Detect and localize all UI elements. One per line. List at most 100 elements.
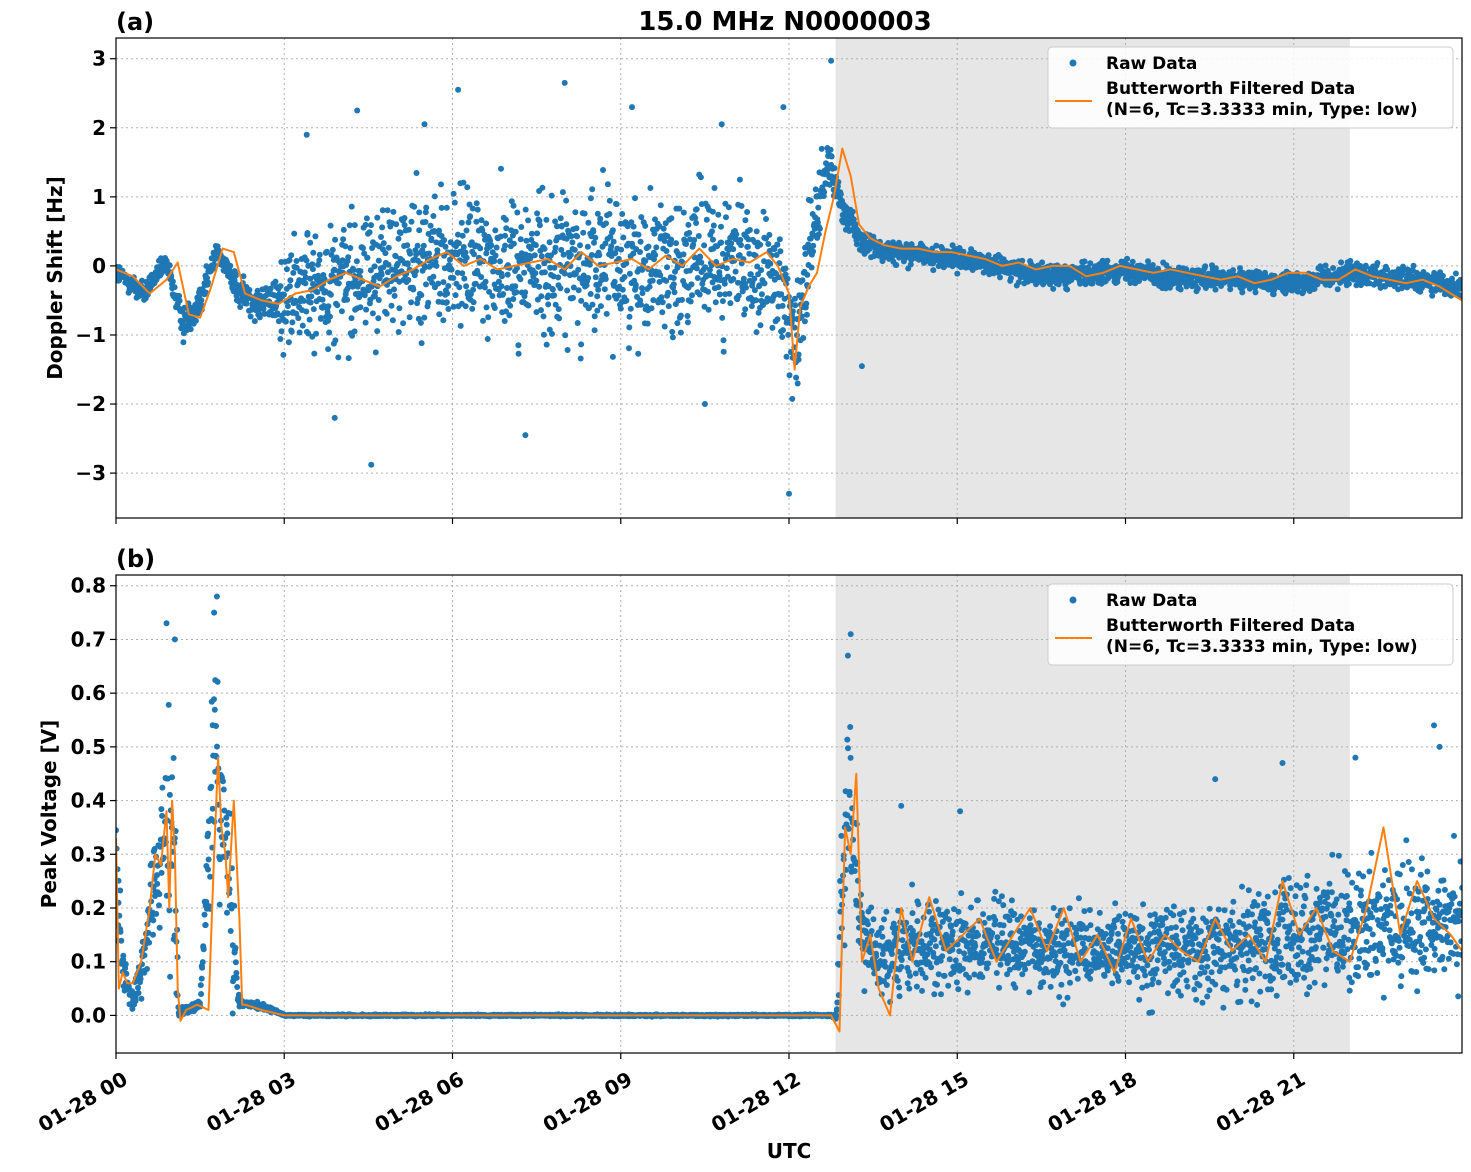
raw-data-point bbox=[166, 791, 173, 798]
raw-data-point bbox=[551, 264, 558, 271]
raw-data-point bbox=[478, 217, 485, 224]
raw-data-point bbox=[410, 286, 417, 293]
raw-data-point bbox=[440, 317, 447, 324]
raw-data-point bbox=[307, 275, 314, 282]
raw-data-point bbox=[522, 206, 529, 213]
legend-raw-label: Raw Data bbox=[1106, 54, 1197, 74]
raw-data-point bbox=[612, 250, 619, 257]
raw-data-point bbox=[618, 246, 625, 253]
raw-data-point bbox=[709, 279, 716, 286]
raw-data-point bbox=[534, 230, 541, 237]
raw-data-point bbox=[384, 207, 391, 214]
raw-data-point bbox=[673, 240, 679, 247]
raw-data-point bbox=[394, 260, 401, 267]
raw-data-point bbox=[510, 296, 517, 302]
raw-data-point bbox=[552, 218, 559, 225]
raw-data-point bbox=[197, 982, 204, 989]
raw-data-point bbox=[702, 264, 709, 271]
raw-data-point bbox=[736, 252, 743, 259]
raw-data-point bbox=[594, 210, 601, 217]
raw-data-point bbox=[281, 291, 287, 298]
raw-data-point bbox=[1064, 286, 1071, 293]
raw-data-point bbox=[718, 121, 725, 128]
raw-data-point bbox=[498, 165, 504, 172]
raw-data-point bbox=[663, 248, 670, 254]
raw-data-point bbox=[751, 275, 758, 282]
raw-data-point bbox=[118, 937, 125, 944]
raw-data-point bbox=[120, 952, 127, 959]
raw-data-point bbox=[540, 331, 547, 338]
raw-data-point bbox=[1458, 285, 1462, 292]
raw-data-point bbox=[578, 297, 585, 304]
raw-data-point bbox=[555, 306, 562, 313]
raw-data-point bbox=[375, 257, 382, 264]
raw-data-point bbox=[506, 237, 513, 244]
raw-data-point bbox=[205, 830, 212, 837]
raw-data-point bbox=[660, 225, 667, 232]
raw-data-point bbox=[595, 286, 602, 293]
raw-data-point bbox=[517, 236, 524, 243]
raw-data-point bbox=[232, 944, 239, 951]
raw-data-point bbox=[693, 206, 700, 213]
raw-data-point bbox=[766, 231, 773, 238]
raw-data-point bbox=[1294, 272, 1301, 279]
raw-data-point bbox=[554, 223, 560, 230]
raw-data-point bbox=[474, 206, 481, 213]
raw-data-point bbox=[504, 271, 511, 278]
raw-data-point bbox=[703, 216, 710, 223]
raw-data-point bbox=[810, 242, 817, 249]
raw-data-point bbox=[421, 121, 428, 128]
raw-data-point bbox=[344, 296, 351, 303]
raw-data-point bbox=[607, 233, 614, 240]
raw-data-point bbox=[652, 216, 658, 223]
raw-data-point bbox=[723, 265, 730, 272]
raw-data-point bbox=[733, 231, 740, 238]
raw-data-point bbox=[710, 236, 716, 243]
raw-data-point bbox=[473, 200, 480, 207]
raw-data-point bbox=[827, 146, 834, 153]
raw-data-point bbox=[648, 305, 655, 312]
raw-data-point bbox=[692, 215, 699, 221]
raw-data-point bbox=[757, 241, 764, 248]
raw-data-point bbox=[812, 186, 819, 193]
raw-data-point bbox=[533, 277, 540, 284]
raw-data-point bbox=[309, 266, 316, 273]
raw-data-point bbox=[765, 241, 772, 247]
raw-data-point bbox=[800, 335, 807, 341]
raw-data-point bbox=[1330, 265, 1337, 271]
raw-data-point bbox=[450, 275, 457, 281]
raw-data-point bbox=[803, 311, 810, 318]
raw-data-point bbox=[528, 245, 534, 252]
raw-data-point bbox=[362, 221, 369, 228]
raw-data-point bbox=[597, 215, 604, 222]
raw-data-point bbox=[730, 276, 737, 282]
raw-data-point bbox=[725, 204, 732, 211]
raw-data-point bbox=[866, 245, 873, 252]
raw-data-point bbox=[345, 355, 352, 362]
raw-data-point bbox=[769, 324, 776, 331]
raw-data-point bbox=[574, 233, 581, 240]
raw-data-point bbox=[626, 345, 632, 352]
raw-data-point bbox=[609, 227, 616, 234]
raw-data-point bbox=[557, 285, 564, 292]
raw-data-point bbox=[783, 353, 790, 360]
raw-data-point bbox=[753, 228, 760, 235]
raw-data-point bbox=[680, 209, 687, 216]
raw-data-point bbox=[372, 289, 379, 296]
raw-data-point bbox=[429, 279, 436, 286]
raw-data-point bbox=[1212, 286, 1219, 293]
raw-data-point bbox=[858, 363, 865, 370]
raw-data-point bbox=[167, 973, 174, 980]
raw-data-point bbox=[492, 227, 499, 234]
raw-data-point bbox=[1124, 255, 1131, 262]
raw-data-point bbox=[541, 269, 548, 276]
raw-data-point bbox=[755, 271, 762, 278]
raw-data-point bbox=[815, 231, 822, 238]
raw-data-point bbox=[199, 959, 206, 966]
raw-data-point bbox=[360, 245, 366, 252]
raw-data-point bbox=[406, 314, 413, 321]
raw-data-point bbox=[166, 262, 173, 269]
raw-data-point bbox=[428, 237, 435, 244]
raw-data-point bbox=[540, 313, 547, 320]
raw-data-point bbox=[773, 252, 780, 258]
